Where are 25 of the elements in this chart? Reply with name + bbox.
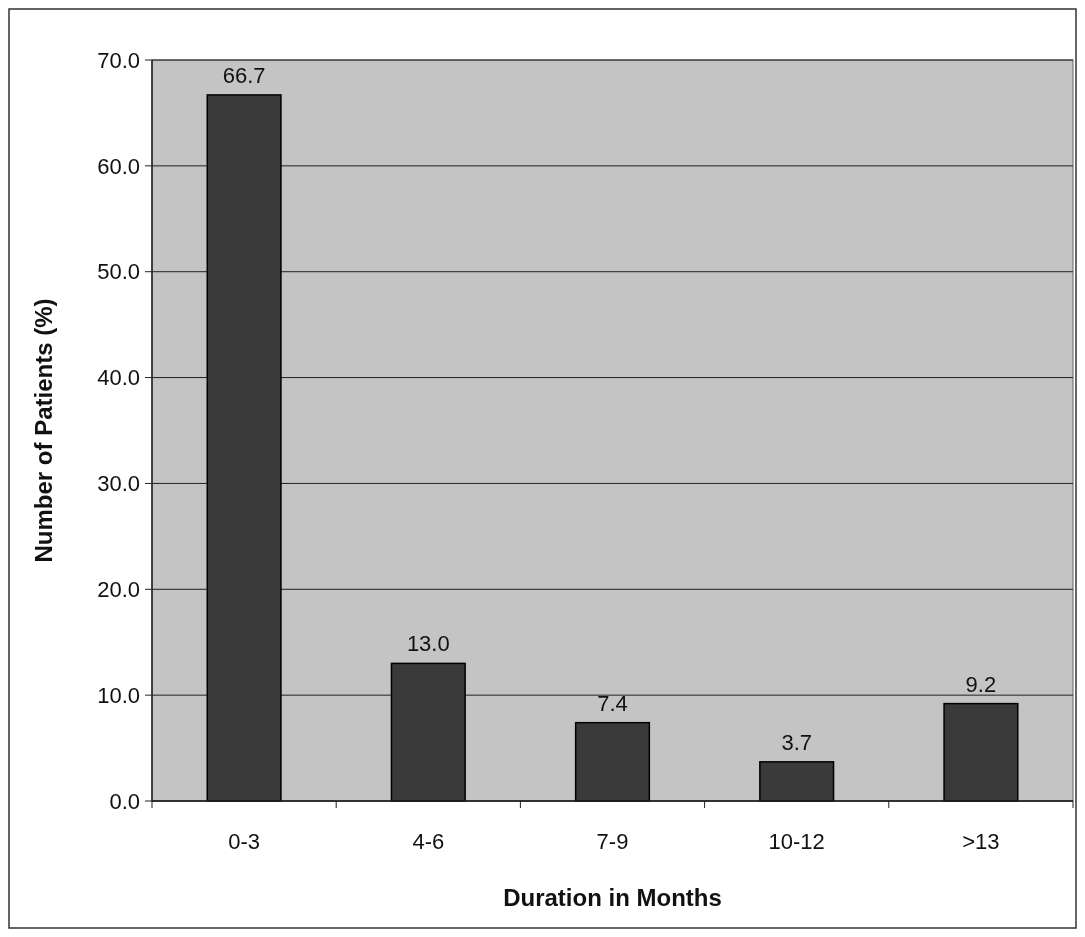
- y-tick-label: 30.0: [97, 471, 140, 497]
- data-label: 9.2: [965, 671, 997, 697]
- y-tick-label: 10.0: [97, 682, 140, 708]
- data-label: 66.7: [222, 62, 266, 88]
- data-label: 3.7: [781, 729, 812, 755]
- bar: [206, 94, 282, 802]
- bar: [574, 721, 651, 802]
- y-tick-label: 20.0: [97, 576, 140, 602]
- bar: [943, 702, 1019, 802]
- bar: [390, 662, 466, 802]
- y-tick-label: 70.0: [97, 47, 140, 73]
- x-axis-title: Duration in Months: [503, 884, 722, 911]
- y-tick-label: 0.0: [109, 788, 140, 814]
- x-tick-label: 4-6: [412, 829, 445, 854]
- x-tick-label: 10-12: [768, 829, 825, 854]
- x-tick-label: 0-3: [228, 829, 260, 854]
- y-tick-label: 50.0: [97, 259, 140, 285]
- x-tick-label: 7-9: [596, 829, 629, 854]
- bar: [759, 761, 835, 802]
- x-tick-label: >13: [962, 829, 1000, 854]
- y-axis-title: Number of Patients (%): [30, 298, 57, 563]
- data-label: 13.0: [406, 631, 450, 657]
- y-tick-label: 40.0: [97, 365, 140, 391]
- data-label: 7.4: [597, 690, 628, 716]
- y-tick-label: 60.0: [97, 153, 140, 179]
